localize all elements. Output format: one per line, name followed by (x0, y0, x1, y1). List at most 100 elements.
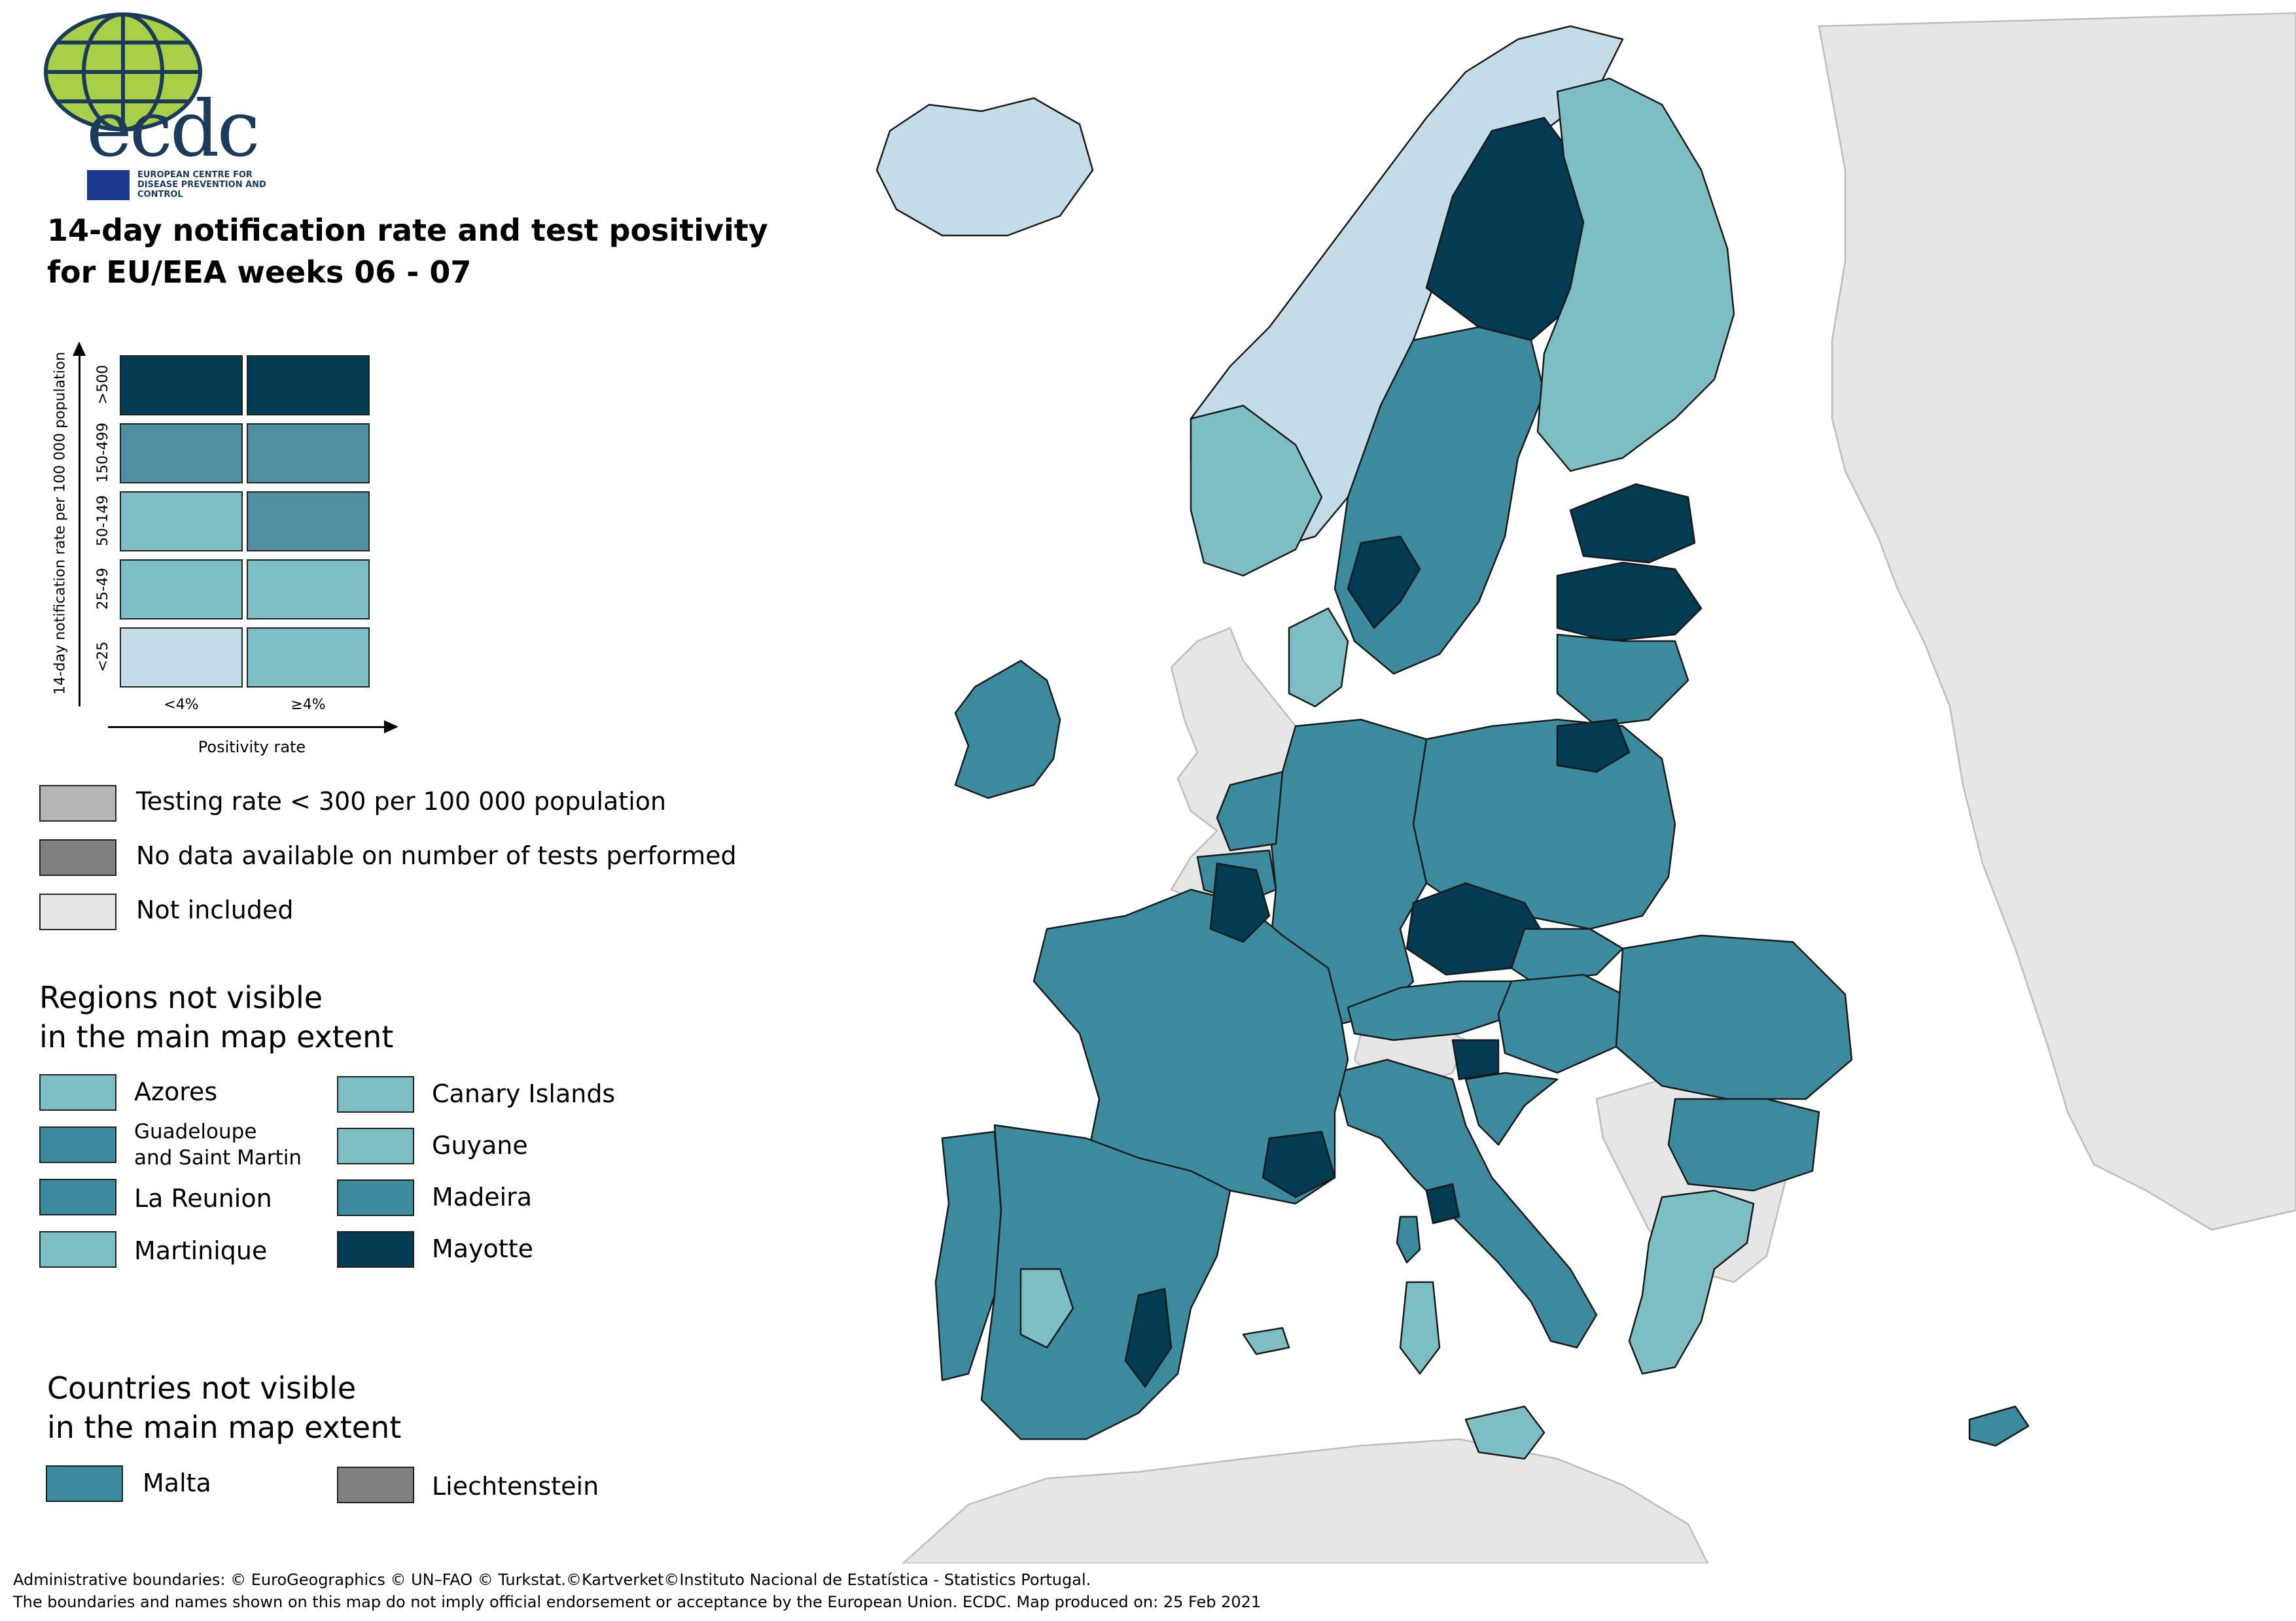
legend-row-label: >500 (95, 364, 111, 405)
legend-row-label: 25-49 (95, 568, 111, 610)
legend-swatch-not-included (39, 894, 116, 930)
country-label-liechtenstein: Liechtenstein (432, 1472, 599, 1501)
guadeloupe-line-1: Guadeloupe (134, 1120, 257, 1143)
map-estonia (1569, 483, 1696, 564)
map-spain (980, 1124, 1231, 1440)
legend-cell-4-0 (120, 627, 243, 688)
country-swatch-liechtenstein (337, 1467, 414, 1503)
region-label-canary-islands: Canary Islands (432, 1079, 616, 1108)
region-swatch-mayotte (337, 1231, 414, 1268)
countries-heading-line-2: in the main map extent (47, 1410, 402, 1445)
map-sicily (1464, 1405, 1545, 1460)
legend-y-axis (73, 341, 86, 706)
map-poland (1412, 718, 1676, 930)
map-italy (1333, 1058, 1598, 1349)
region-label-la-reunion: La Reunion (134, 1184, 272, 1213)
legend-swatch-no-data (39, 839, 116, 876)
map-ireland (954, 659, 1061, 799)
footer-line-1: Administrative boundaries: © EuroGeograp… (13, 1571, 1091, 1589)
region-swatch-guyane (337, 1128, 414, 1164)
legend-label-no-data: No data available on number of tests per… (136, 841, 737, 870)
legend-cell-0-1 (247, 355, 370, 415)
legend-row-label: 50-149 (95, 495, 111, 546)
region-label-madeira: Madeira (432, 1183, 533, 1211)
region-label-guadeloupe: Guadeloupe and Saint Martin (134, 1119, 302, 1171)
globe-icon (44, 12, 202, 131)
regions-heading-line-2: in the main map extent (39, 1019, 394, 1055)
region-swatch-la-reunion (39, 1179, 116, 1215)
map-france-region-idf (1209, 862, 1271, 943)
legend-row-label: 150-499 (95, 423, 111, 483)
map-spain-region-valencia (1124, 1287, 1173, 1388)
country-swatch-malta (46, 1465, 123, 1502)
legend-label-not-included: Not included (136, 896, 294, 924)
country-label-malta: Malta (143, 1469, 211, 1497)
legend-cell-4-1 (247, 627, 370, 688)
regions-heading-line-1: Regions not visible (39, 980, 323, 1015)
legend-y-axis-label: 14-day notification rate per 100 000 pop… (47, 340, 73, 706)
map-croatia (1464, 1072, 1559, 1146)
map-poland-region-dark (1556, 718, 1631, 773)
map-bulgaria (1667, 1098, 1820, 1192)
region-swatch-martinique (39, 1231, 116, 1268)
legend-swatch-testing-rate (39, 785, 116, 822)
map-latvia (1556, 561, 1703, 642)
map-italy-region-dark (1425, 1183, 1460, 1225)
region-swatch-madeira (337, 1179, 414, 1216)
regions-heading: Regions not visible in the main map exte… (39, 978, 393, 1056)
map-corsica (1396, 1215, 1421, 1264)
map-cyprus (1968, 1405, 2030, 1447)
map-russia-east (1818, 12, 2296, 1231)
countries-heading-line-1: Countries not visible (47, 1370, 357, 1406)
legend-cell-1-0 (120, 423, 243, 483)
map-footer: Administrative boundaries: © EuroGeograp… (13, 1569, 1261, 1613)
region-label-mayotte: Mayotte (432, 1234, 533, 1263)
region-label-martinique: Martinique (134, 1236, 268, 1265)
map-romania (1615, 934, 1853, 1100)
map-slovakia (1510, 928, 1624, 983)
legend-cell-1-1 (247, 423, 370, 483)
europe-map (875, 12, 2296, 1563)
legend-cell-2-1 (247, 491, 370, 551)
legend-cell-0-0 (120, 355, 243, 415)
map-france-region-paca (1262, 1130, 1336, 1198)
footer-line-2: The boundaries and names shown on this m… (13, 1593, 1262, 1611)
legend-cell-3-0 (120, 559, 243, 619)
region-label-guyane: Guyane (432, 1131, 528, 1160)
map-title: 14-day notification rate and test positi… (47, 209, 780, 293)
legend-cell-2-0 (120, 491, 243, 551)
region-swatch-canary-islands (337, 1076, 414, 1113)
logo-subtitle: EUROPEAN CENTRE FOR DISEASE PREVENTION A… (137, 170, 266, 200)
y-axis-label-text: 14-day notification rate per 100 000 pop… (52, 351, 69, 695)
countries-heading: Countries not visible in the main map ex… (47, 1368, 401, 1447)
map-slovenia (1451, 1039, 1500, 1081)
map-sardinia (1399, 1281, 1441, 1375)
map-africa-north (902, 1438, 1709, 1563)
logo-wordmark: ecdc (86, 84, 260, 174)
legend-x-axis (108, 720, 398, 733)
guadeloupe-line-2: and Saint Martin (134, 1146, 302, 1170)
legend-col-label: ≥4% (291, 697, 326, 713)
map-hungary (1497, 973, 1624, 1074)
region-swatch-azores (39, 1074, 116, 1111)
title-line-2: for EU/EEA weeks 06 - 07 (47, 254, 472, 290)
map-norway-south (1190, 404, 1323, 577)
ecdc-logo: ecdc EUROPEAN CENTRE FOR DISEASE PREVENT… (39, 7, 275, 203)
map-finland (1536, 77, 1735, 472)
legend-x-axis-label: Positivity rate (198, 738, 306, 756)
map-spain-region-light (1019, 1268, 1074, 1349)
eu-flag-icon (87, 170, 130, 200)
map-lithuania (1556, 633, 1689, 727)
map-iceland (875, 97, 1094, 237)
title-line-1: 14-day notification rate and test positi… (47, 213, 768, 248)
region-swatch-guadeloupe (39, 1126, 116, 1163)
legend-label-testing-rate: Testing rate < 300 per 100 000 populatio… (136, 787, 667, 816)
map-netherlands (1216, 771, 1284, 852)
region-label-azores: Azores (134, 1077, 218, 1106)
map-balearics (1242, 1327, 1290, 1355)
legend-row-label: <25 (95, 641, 111, 672)
map-denmark (1288, 607, 1349, 708)
map-greece (1628, 1189, 1755, 1375)
map-sweden-region-dark (1347, 535, 1421, 629)
legend-col-label: <4% (164, 697, 199, 713)
